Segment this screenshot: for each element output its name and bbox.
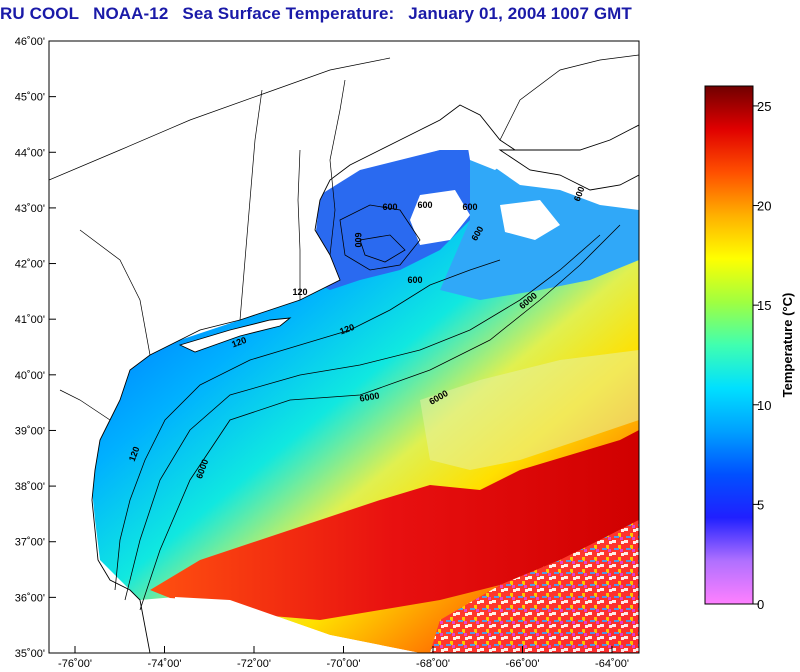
contour-gulf-maine-inner [359, 234, 406, 263]
colorbar-tick-label: 25 [757, 99, 771, 114]
lat-tick-label: 43˚00' [15, 203, 45, 215]
colorbar: 0 5 10 15 20 25 Temperature (°C) [704, 85, 795, 612]
contour-120 [114, 259, 501, 591]
contour-label: 600 [462, 202, 477, 212]
gulf-stream [150, 430, 639, 620]
land-nova-scotia [498, 124, 639, 191]
land-long-island [178, 317, 292, 353]
colorbar-gradient [705, 86, 753, 604]
lat-tick-label: 38˚00' [15, 481, 45, 493]
contour-label: 600 [407, 275, 422, 285]
lat-tick-label: 45˚00' [15, 92, 45, 104]
colorbar-title: Temperature (°C) [780, 293, 795, 398]
contour-label: 6000 [359, 390, 380, 403]
title-satellite: NOAA-12 [93, 4, 169, 23]
bathymetry-contours [114, 204, 621, 611]
lat-tick-label: 40˚00' [15, 370, 45, 382]
lon-tick-label: -76˚00' [58, 658, 92, 670]
colorbar-tick-label: 0 [757, 597, 764, 612]
contour-label: 600 [572, 185, 587, 203]
lat-tick-label: 36˚00' [15, 592, 45, 604]
lon-tick-label: -70˚00' [327, 658, 361, 670]
contour-label: 120 [127, 445, 142, 463]
colorbar-tick-label: 10 [757, 398, 771, 413]
contour-label: 120 [338, 322, 356, 337]
title-datetime: January 01, 2004 1007 GMT [408, 4, 632, 23]
title-product: Sea Surface Temperature: [182, 4, 395, 23]
contour-gulf-maine [339, 204, 421, 271]
contour-label: 120 [292, 287, 307, 297]
clouds-north [410, 125, 560, 245]
map-title: RU COOL NOAA-12 Sea Surface Temperature: Ja… [0, 4, 800, 30]
land-mainland [49, 41, 639, 653]
political-borders [49, 54, 639, 421]
lat-tick-label: 35˚00' [15, 648, 45, 660]
contour-label: 600 [353, 232, 363, 247]
lat-tick-label: 42˚00' [15, 259, 45, 271]
offshore-noise-region [430, 520, 639, 653]
cloud-speckle-band [420, 350, 639, 470]
contour-600 [124, 234, 601, 601]
contour-label: 600 [382, 202, 397, 212]
contour-6000 [139, 224, 621, 611]
colorbar-tick-label: 20 [757, 199, 771, 214]
lat-tick-label: 44˚00' [15, 147, 45, 159]
colorbar-frame [704, 85, 754, 605]
lat-tick-label: 39˚00' [15, 425, 45, 437]
lat-tick-label: 37˚00' [15, 537, 45, 549]
contour-label: 120 [230, 335, 248, 350]
contour-label: 600 [417, 200, 432, 210]
colorbar-tick-label: 15 [757, 298, 771, 313]
title-group: RU COOL [0, 4, 80, 23]
no-data-wedge [175, 597, 420, 653]
lon-tick-label: -68˚00' [416, 658, 450, 670]
lon-tick-label: -74˚00' [148, 658, 182, 670]
colorbar-ticks: 0 5 10 15 20 25 [753, 99, 771, 612]
lon-tick-label: -72˚00' [237, 658, 271, 670]
colorbar-tick-label: 5 [757, 497, 764, 512]
longitude-axis: -76˚00' -74˚00' -72˚00' -70˚00' -68˚00' -66˚0… [58, 646, 629, 670]
lat-tick-label: 46˚00' [15, 36, 45, 48]
lat-tick-label: 41˚00' [15, 314, 45, 326]
lon-tick-label: -66˚00' [506, 658, 540, 670]
latitude-axis: 46˚00' 45˚00' 44˚00' 43˚00' 42˚00' 41˚00' 40˚0… [15, 36, 56, 660]
lon-tick-label: -64˚00' [595, 658, 629, 670]
